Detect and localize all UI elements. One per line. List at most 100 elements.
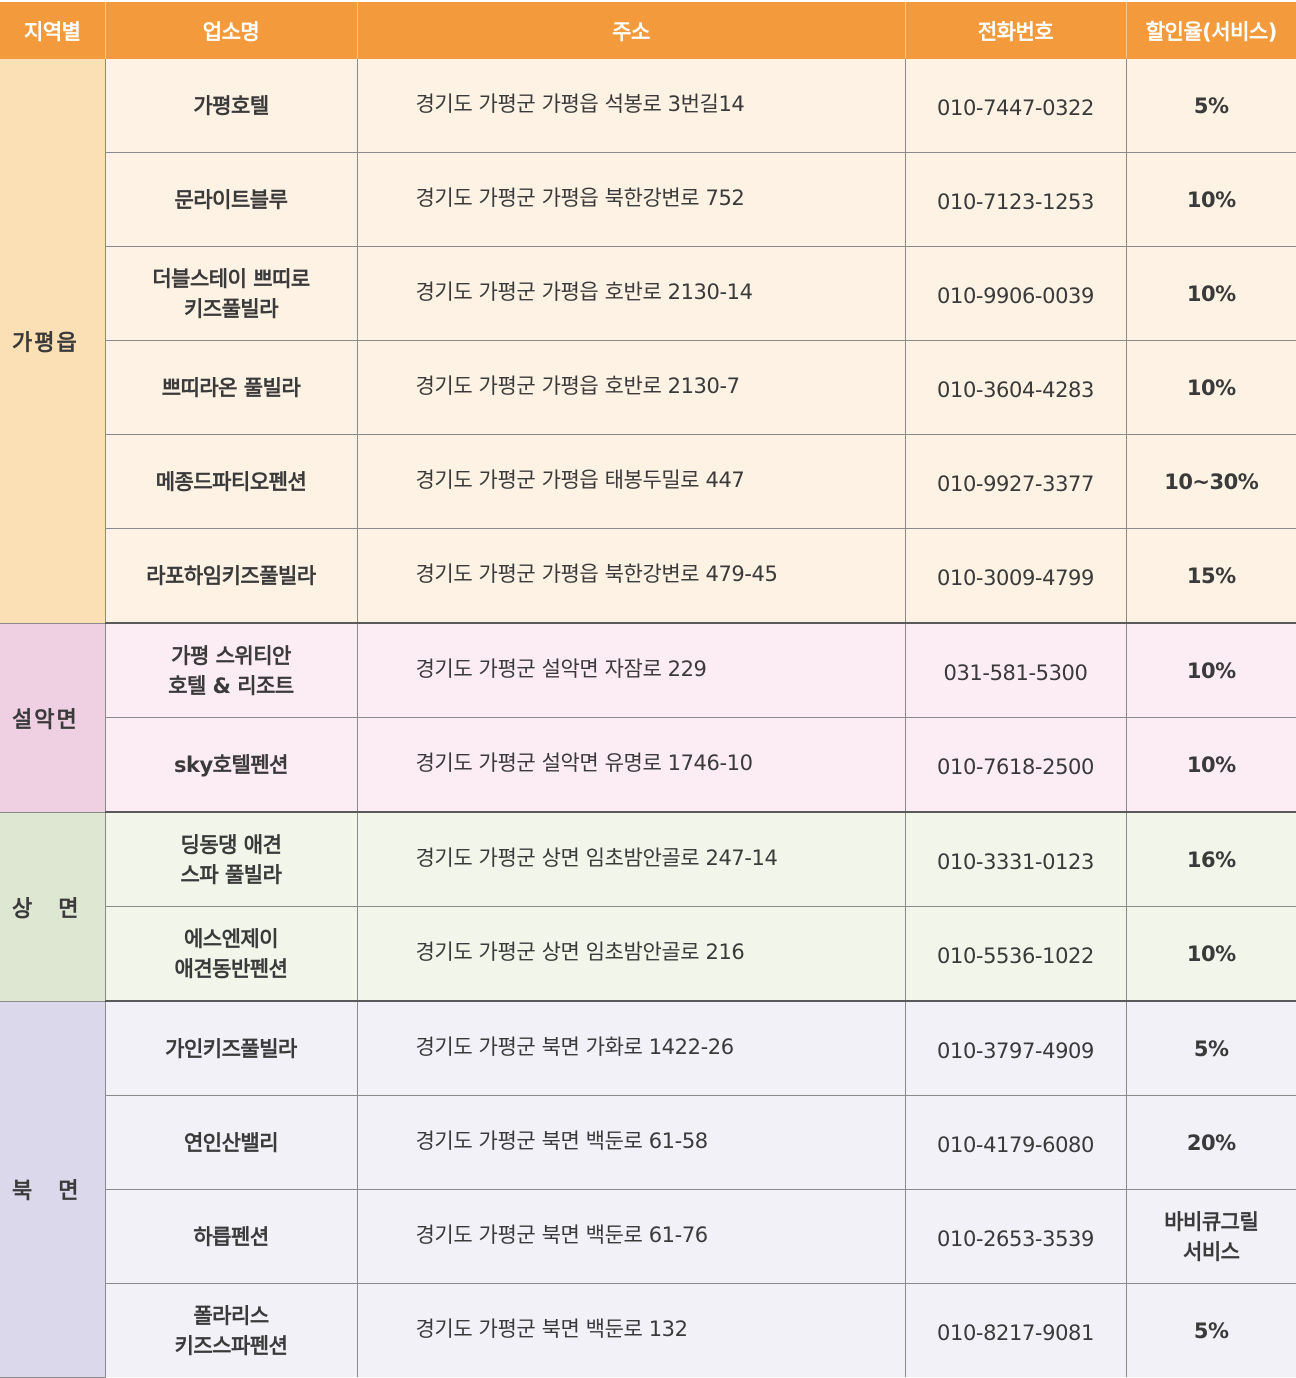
business-name-line: 더블스테이 쁘띠로 bbox=[106, 264, 357, 294]
header-phone: 전화번호 bbox=[905, 2, 1126, 59]
discount-cell: 10% bbox=[1126, 247, 1296, 341]
address-text: 경기도 가평군 가평읍 북한강변로 479-45 bbox=[416, 562, 778, 586]
discount-line: 5% bbox=[1127, 91, 1296, 121]
address-text: 경기도 가평군 북면 가화로 1422-26 bbox=[416, 1035, 734, 1059]
business-name-line: 라포하임키즈풀빌라 bbox=[106, 561, 357, 591]
phone-cell: 010-3604-4283 bbox=[905, 341, 1126, 435]
phone-cell: 010-7123-1253 bbox=[905, 153, 1126, 247]
region-cell: 상 면 bbox=[0, 812, 105, 1001]
address-cell: 경기도 가평군 가평읍 호반로 2130-14 bbox=[357, 247, 905, 341]
discount-line: 바비큐그릴 bbox=[1127, 1207, 1296, 1237]
discount-cell: 10% bbox=[1126, 341, 1296, 435]
discount-line: 15% bbox=[1127, 561, 1296, 591]
discount-cell: 10% bbox=[1126, 907, 1296, 1002]
address-cell: 경기도 가평군 북면 백둔로 132 bbox=[357, 1284, 905, 1378]
business-name-cell: 메종드파티오펜션 bbox=[105, 435, 357, 529]
business-name-line: 애견동반펜션 bbox=[106, 954, 357, 984]
header-region: 지역별 bbox=[0, 2, 105, 59]
business-name-line: 가평 스위티안 bbox=[106, 641, 357, 671]
business-name-line: 하릅펜션 bbox=[106, 1222, 357, 1252]
address-text: 경기도 가평군 가평읍 호반로 2130-7 bbox=[416, 374, 740, 398]
table-row: 쁘띠라온 풀빌라 경기도 가평군 가평읍 호반로 2130-7 010-3604-4… bbox=[0, 341, 1296, 435]
business-name-line: 키즈풀빌라 bbox=[106, 294, 357, 324]
business-name-cell: 라포하임키즈풀빌라 bbox=[105, 529, 357, 624]
discount-line: 서비스 bbox=[1127, 1237, 1296, 1267]
discount-cell: 5% bbox=[1126, 1001, 1296, 1096]
phone-cell: 010-8217-9081 bbox=[905, 1284, 1126, 1378]
table-row: 메종드파티오펜션 경기도 가평군 가평읍 태봉두밀로 447 010-9927-33… bbox=[0, 435, 1296, 529]
address-cell: 경기도 가평군 가평읍 태봉두밀로 447 bbox=[357, 435, 905, 529]
address-cell: 경기도 가평군 북면 가화로 1422-26 bbox=[357, 1001, 905, 1096]
business-name-line: 가평호텔 bbox=[106, 91, 357, 121]
address-text: 경기도 가평군 북면 백둔로 132 bbox=[416, 1317, 688, 1341]
address-text: 경기도 가평군 북면 백둔로 61-58 bbox=[416, 1129, 708, 1153]
business-name-line: 키즈스파펜션 bbox=[106, 1331, 357, 1361]
business-name-line: 에스엔제이 bbox=[106, 924, 357, 954]
business-name-line: 메종드파티오펜션 bbox=[106, 467, 357, 497]
business-name-line: 쁘띠라온 풀빌라 bbox=[106, 373, 357, 403]
discount-cell: 10% bbox=[1126, 153, 1296, 247]
address-text: 경기도 가평군 설악면 자잠로 229 bbox=[416, 657, 707, 681]
business-name-cell: sky호텔펜션 bbox=[105, 718, 357, 813]
discount-line: 10% bbox=[1127, 750, 1296, 780]
phone-cell: 010-4179-6080 bbox=[905, 1096, 1126, 1190]
business-name-line: 가인키즈풀빌라 bbox=[106, 1034, 357, 1064]
address-cell: 경기도 가평군 설악면 유명로 1746-10 bbox=[357, 718, 905, 813]
business-name-line: 스파 풀빌라 bbox=[106, 860, 357, 890]
discount-line: 5% bbox=[1127, 1034, 1296, 1064]
address-text: 경기도 가평군 가평읍 호반로 2130-14 bbox=[416, 280, 753, 304]
address-cell: 경기도 가평군 가평읍 북한강변로 479-45 bbox=[357, 529, 905, 624]
phone-cell: 010-7447-0322 bbox=[905, 59, 1126, 153]
discount-cell: 16% bbox=[1126, 812, 1296, 907]
business-name-cell: 쁘띠라온 풀빌라 bbox=[105, 341, 357, 435]
discount-line: 5% bbox=[1127, 1316, 1296, 1346]
business-name-line: 호텔 & 리조트 bbox=[106, 671, 357, 701]
discount-cell: 15% bbox=[1126, 529, 1296, 624]
address-text: 경기도 가평군 북면 백둔로 61-76 bbox=[416, 1223, 708, 1247]
phone-cell: 010-3797-4909 bbox=[905, 1001, 1126, 1096]
address-text: 경기도 가평군 상면 임초밤안골로 216 bbox=[416, 940, 745, 964]
header-discount: 할인율(서비스) bbox=[1126, 2, 1296, 59]
business-name-line: 연인산밸리 bbox=[106, 1128, 357, 1158]
business-name-cell: 하릅펜션 bbox=[105, 1190, 357, 1284]
phone-cell: 010-9906-0039 bbox=[905, 247, 1126, 341]
address-cell: 경기도 가평군 북면 백둔로 61-76 bbox=[357, 1190, 905, 1284]
discount-line: 10% bbox=[1127, 656, 1296, 686]
discount-cell: 5% bbox=[1126, 1284, 1296, 1378]
discount-cell: 10% bbox=[1126, 718, 1296, 813]
address-cell: 경기도 가평군 상면 임초밤안골로 247-14 bbox=[357, 812, 905, 907]
header-business-name: 업소명 bbox=[105, 2, 357, 59]
address-text: 경기도 가평군 가평읍 태봉두밀로 447 bbox=[416, 468, 745, 492]
discount-cell: 20% bbox=[1126, 1096, 1296, 1190]
business-name-line: sky호텔펜션 bbox=[106, 750, 357, 780]
region-cell: 설악면 bbox=[0, 623, 105, 812]
phone-cell: 010-5536-1022 bbox=[905, 907, 1126, 1002]
phone-cell: 010-2653-3539 bbox=[905, 1190, 1126, 1284]
address-text: 경기도 가평군 상면 임초밤안골로 247-14 bbox=[416, 846, 778, 870]
discount-line: 20% bbox=[1127, 1128, 1296, 1158]
address-cell: 경기도 가평군 상면 임초밤안골로 216 bbox=[357, 907, 905, 1002]
header-address: 주소 bbox=[357, 2, 905, 59]
phone-cell: 010-3331-0123 bbox=[905, 812, 1126, 907]
business-name-line: 딩동댕 애견 bbox=[106, 830, 357, 860]
phone-cell: 010-9927-3377 bbox=[905, 435, 1126, 529]
address-cell: 경기도 가평군 가평읍 석봉로 3번길14 bbox=[357, 59, 905, 153]
business-name-cell: 문라이트블루 bbox=[105, 153, 357, 247]
discount-line: 10% bbox=[1127, 185, 1296, 215]
